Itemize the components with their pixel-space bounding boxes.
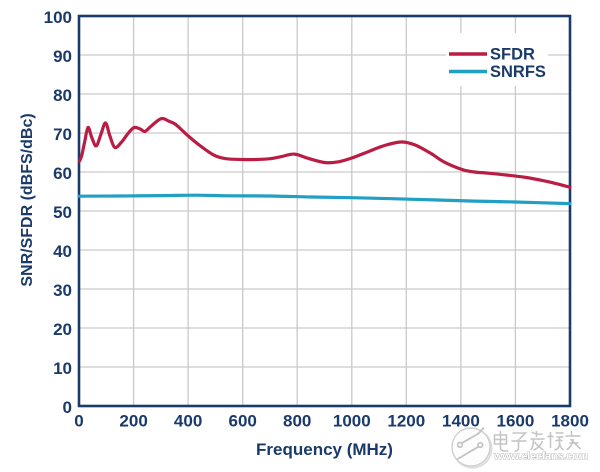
svg-text:Frequency (MHz): Frequency (MHz) — [256, 440, 393, 459]
svg-text:90: 90 — [53, 47, 72, 66]
svg-text:1000: 1000 — [333, 412, 371, 431]
svg-text:60: 60 — [53, 164, 72, 183]
svg-text:SFDR: SFDR — [490, 46, 535, 64]
svg-text:1600: 1600 — [496, 412, 534, 431]
svg-text:1400: 1400 — [442, 412, 480, 431]
svg-text:50: 50 — [53, 203, 72, 222]
svg-text:SNR/SFDR (dBFS/dBc): SNR/SFDR (dBFS/dBc) — [19, 113, 36, 286]
svg-text:600: 600 — [229, 412, 257, 431]
svg-text:70: 70 — [53, 125, 72, 144]
svg-text:30: 30 — [53, 281, 72, 300]
svg-text:400: 400 — [174, 412, 202, 431]
svg-text:0: 0 — [63, 398, 72, 417]
svg-text:200: 200 — [119, 412, 147, 431]
svg-text:800: 800 — [283, 412, 311, 431]
svg-text:10: 10 — [53, 359, 72, 378]
svg-text:40: 40 — [53, 242, 72, 261]
svg-text:80: 80 — [53, 86, 72, 105]
svg-text:1800: 1800 — [551, 412, 589, 431]
svg-text:www.elecfans.com: www.elecfans.com — [493, 451, 588, 463]
svg-text:0: 0 — [74, 412, 83, 431]
svg-text:1200: 1200 — [387, 412, 425, 431]
svg-text:SNRFS: SNRFS — [490, 63, 546, 81]
svg-text:100: 100 — [44, 8, 72, 27]
svg-text:20: 20 — [53, 320, 72, 339]
